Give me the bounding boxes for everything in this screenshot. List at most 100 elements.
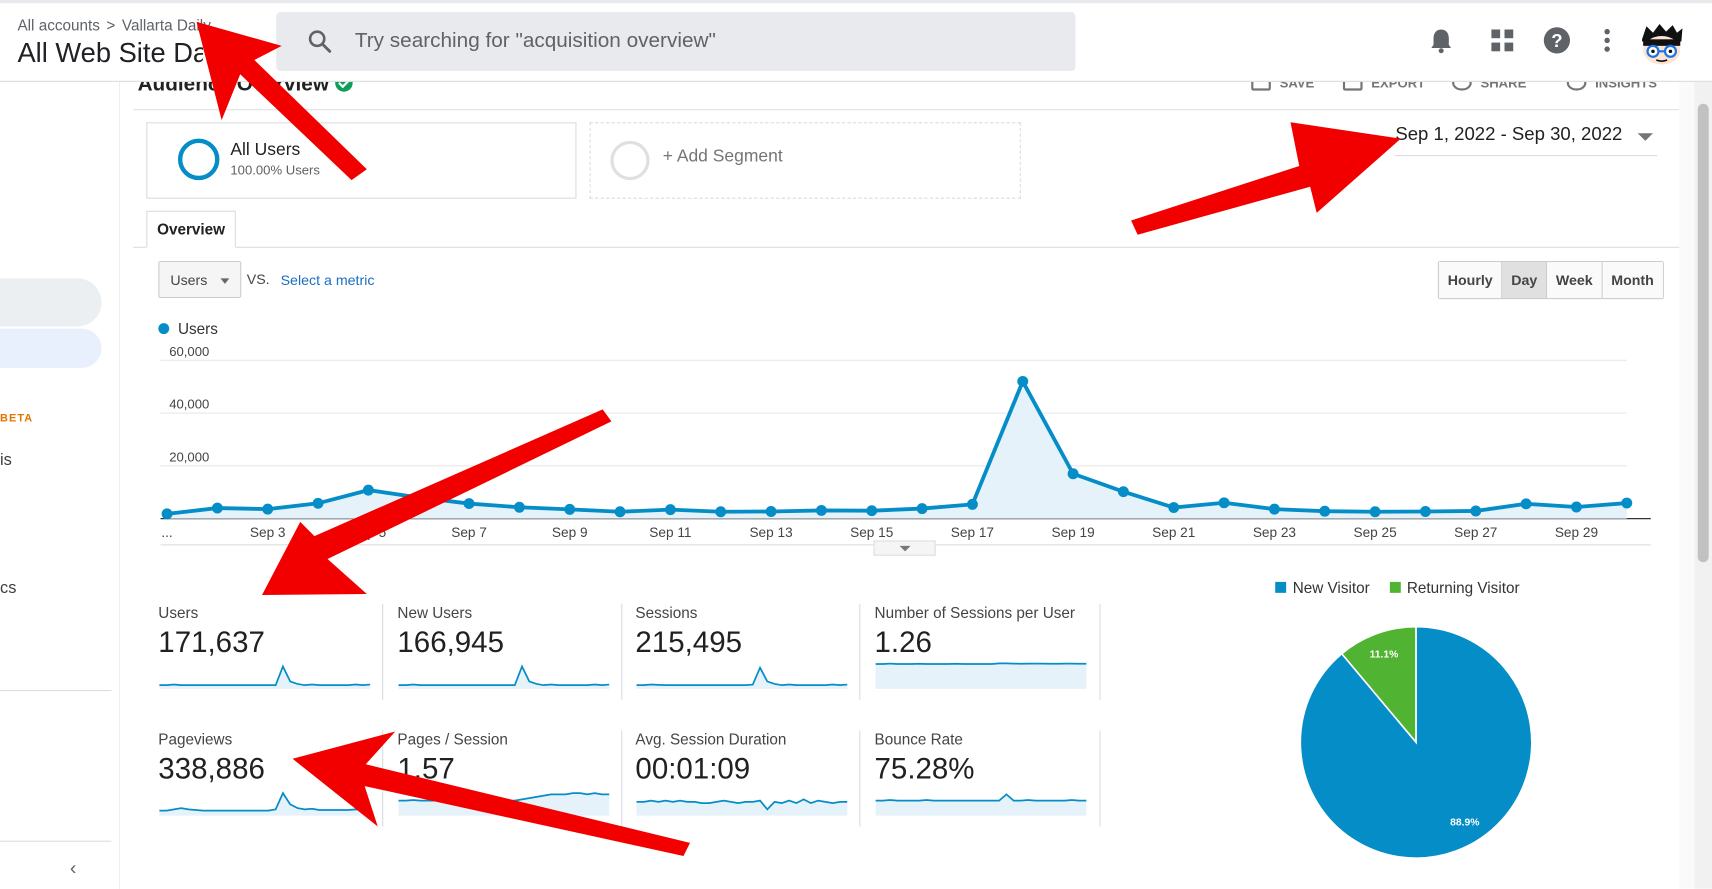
users-data-point[interactable] xyxy=(614,506,626,518)
granularity-month[interactable]: Month xyxy=(1602,262,1663,299)
users-data-point[interactable] xyxy=(262,503,274,515)
metric-tile[interactable]: Users 171,637 xyxy=(158,604,387,724)
users-data-point[interactable] xyxy=(1067,468,1079,480)
users-data-point[interactable] xyxy=(715,506,727,518)
select-metric-link[interactable]: Select a metric xyxy=(280,271,375,289)
nav-item-analysis[interactable]: is xyxy=(0,450,12,470)
granularity-hourly[interactable]: Hourly xyxy=(1438,262,1503,299)
users-data-point[interactable] xyxy=(1369,506,1381,518)
scrollbar[interactable] xyxy=(1694,81,1712,889)
metric-dropdown[interactable]: Users xyxy=(158,260,242,299)
users-data-point[interactable] xyxy=(1621,497,1633,509)
bell-icon[interactable] xyxy=(1426,25,1457,56)
users-data-point[interactable] xyxy=(1268,503,1280,515)
users-data-point[interactable] xyxy=(1319,505,1331,517)
metric-tile[interactable]: Number of Sessions per User 1.26 xyxy=(875,604,1104,724)
users-data-point[interactable] xyxy=(362,484,374,496)
metric-tile[interactable]: Sessions 215,495 xyxy=(635,604,864,724)
collapse-nav-icon[interactable]: ‹ xyxy=(69,857,77,879)
nav-item-home[interactable] xyxy=(0,278,102,327)
users-data-point[interactable] xyxy=(815,504,827,516)
breadcrumb-property[interactable]: Vallarta Daily xyxy=(121,16,211,34)
metric-tile[interactable]: Pages / Session 1.57 xyxy=(397,730,626,850)
sparkline-line xyxy=(875,662,1087,665)
pie-slice-returning-visitor[interactable] xyxy=(1340,625,1417,745)
users-data-point[interactable] xyxy=(463,498,475,510)
users-data-point[interactable] xyxy=(1218,497,1230,509)
sparkline-fill xyxy=(875,794,1087,816)
users-data-point[interactable] xyxy=(1520,498,1532,510)
segment-all-users[interactable]: All Users 100.00% Users xyxy=(146,122,577,199)
users-data-point[interactable] xyxy=(765,506,777,517)
nav-item-selected[interactable] xyxy=(0,328,102,368)
users-data-point[interactable] xyxy=(1470,505,1482,517)
segment-ring-icon xyxy=(177,138,220,181)
breadcrumb: All accounts > Vallarta Daily xyxy=(17,16,210,33)
users-data-point[interactable] xyxy=(1117,486,1129,498)
x-tick-label: Sep 15 xyxy=(850,525,893,540)
granularity-week[interactable]: Week xyxy=(1547,262,1603,299)
users-data-point[interactable] xyxy=(564,503,576,515)
chevron-down-icon xyxy=(1637,133,1653,141)
users-data-point[interactable] xyxy=(312,497,324,509)
x-tick-label: Sep 27 xyxy=(1454,525,1497,540)
metric-label: New Users xyxy=(397,603,473,622)
tab-overview[interactable]: Overview xyxy=(146,210,236,248)
users-data-point[interactable] xyxy=(916,503,928,515)
users-data-point[interactable] xyxy=(1168,502,1180,513)
date-range-picker[interactable]: Sep 1, 2022 - Sep 30, 2022 xyxy=(1395,123,1658,157)
metric-tile[interactable]: New Users 166,945 xyxy=(397,604,626,724)
pie-legend-returning-label: Returning Visitor xyxy=(1406,578,1520,597)
users-data-point[interactable] xyxy=(513,501,525,513)
nav-item-analytics[interactable]: cs xyxy=(0,578,17,598)
granularity-day[interactable]: Day xyxy=(1502,262,1548,299)
metric-tile[interactable]: Bounce Rate 75.28% xyxy=(875,730,1104,850)
metric-value: 338,886 xyxy=(158,752,265,786)
metric-label: Pageviews xyxy=(158,730,233,748)
x-tick-label: Sep 29 xyxy=(1555,525,1598,540)
search-box[interactable] xyxy=(276,12,1076,71)
metric-dropdown-value: Users xyxy=(170,271,208,289)
users-data-point[interactable] xyxy=(211,502,223,514)
users-series-line xyxy=(166,376,1627,516)
chart-expand-handle[interactable] xyxy=(873,540,936,556)
pie-slice-label: 11.1% xyxy=(1370,649,1399,660)
help-icon[interactable]: ? xyxy=(1542,25,1573,56)
users-data-point[interactable] xyxy=(1570,501,1582,513)
metric-label: Pages / Session xyxy=(397,730,508,748)
avatar[interactable] xyxy=(1638,22,1686,66)
x-tick-label: Sep 11 xyxy=(649,525,691,540)
tile-divider xyxy=(1099,730,1101,827)
users-data-point[interactable] xyxy=(966,498,978,510)
scrollbar-thumb[interactable] xyxy=(1697,103,1709,563)
metric-value: 1.57 xyxy=(397,752,455,786)
legend-swatch xyxy=(1275,581,1287,593)
more-vert-icon[interactable] xyxy=(1592,25,1623,56)
nav-divider xyxy=(0,840,112,842)
metric-tile[interactable]: Pageviews 338,886 xyxy=(158,730,387,850)
search-input[interactable] xyxy=(354,25,1032,58)
users-data-point[interactable] xyxy=(161,508,173,520)
users-data-point[interactable] xyxy=(1017,375,1029,387)
users-data-point[interactable] xyxy=(413,492,425,503)
sparkline-line xyxy=(159,664,371,687)
report-header: Audience Overview SAVE EXPORT SHARE INSI… xyxy=(133,73,1680,111)
metric-tile[interactable]: Avg. Session Duration 00:01:09 xyxy=(635,730,864,850)
segment-name: All Users xyxy=(230,140,301,160)
x-tick-label: Sep 25 xyxy=(1354,525,1397,540)
chevron-down-icon xyxy=(220,278,230,284)
pie-slice-new-visitor[interactable] xyxy=(1299,625,1533,859)
add-segment-button[interactable]: + Add Segment xyxy=(589,122,1021,199)
search-icon xyxy=(307,28,333,60)
breadcrumb-all-accounts[interactable]: All accounts xyxy=(17,16,100,34)
users-data-point[interactable] xyxy=(1419,506,1431,517)
sparkline-line xyxy=(398,664,610,687)
view-selector[interactable]: All Web Site Data xyxy=(17,38,203,69)
users-data-point[interactable] xyxy=(866,505,878,517)
metric-value: 00:01:09 xyxy=(635,752,751,786)
apps-grid-icon[interactable] xyxy=(1487,25,1518,56)
pie-legend-returning: Returning Visitor xyxy=(1389,578,1520,597)
metric-value: 171,637 xyxy=(158,625,265,659)
granularity-toggle: Hourly Day Week Month xyxy=(1437,260,1664,300)
users-data-point[interactable] xyxy=(664,504,676,516)
